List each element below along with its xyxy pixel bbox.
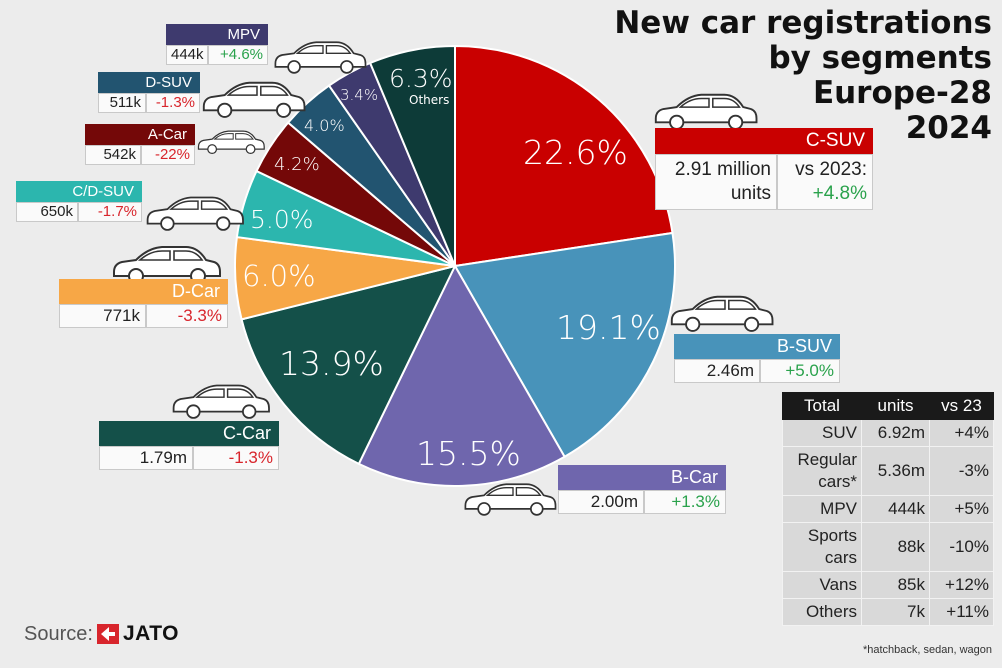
source-label: Source: [24, 622, 93, 645]
pie-slice-b-car [357, 263, 566, 487]
pct-label-c-suv: 22.6% [523, 133, 628, 172]
car-icon-b-suv [670, 295, 774, 332]
totals-table: Total units vs 23 SUV 6.92m +4% Regular ca… [782, 392, 995, 626]
car-icon-d-suv [202, 81, 306, 118]
legend-a-car-change: -22% [141, 145, 195, 165]
table-row: Others 7k +11% [782, 598, 995, 626]
pct-label-b-suv: 19.1% [556, 308, 661, 347]
others-label: Others [409, 93, 450, 107]
footnote: *hatchback, sedan, wagon [862, 644, 992, 656]
legend-c-car: C-Car 1.79m -1.3% [99, 421, 279, 470]
pct-label-d-suv: 4.0% [304, 116, 345, 135]
totals-header-change: vs 23 [928, 392, 995, 420]
legend-mpv-units: 444k [166, 45, 208, 65]
table-row: Sports cars 88k -10% [782, 522, 995, 572]
pct-label-cd-suv: 5.0% [250, 205, 314, 234]
pct-label-b-car: 15.5% [416, 434, 521, 473]
legend-mpv-change: +4.6% [208, 45, 268, 65]
pct-label-mpv: 3.4% [340, 86, 379, 104]
legend-b-car: B-Car 2.00m +1.3% [558, 465, 726, 514]
car-icon-a-car [197, 130, 265, 155]
legend-a-car-name: A-Car [85, 124, 195, 145]
pct-label-others: 6.3% [389, 64, 453, 93]
pie-slice-others [368, 44, 456, 267]
table-row: Vans 85k +12% [782, 571, 995, 599]
car-icon-b-car [464, 483, 557, 516]
legend-cd-suv-change: -1.7% [78, 202, 142, 222]
legend-c-car-change: -1.3% [193, 446, 279, 470]
car-icon-d-car [113, 246, 221, 284]
legend-b-car-units: 2.00m [558, 490, 644, 514]
legend-mpv: MPV 444k +4.6% [166, 24, 268, 65]
legend-c-car-name: C-Car [99, 421, 279, 446]
legend-d-car-name: D-Car [59, 279, 228, 304]
table-row: Regular cars* 5.36m -3% [782, 446, 995, 496]
legend-cd-suv-units: 650k [16, 202, 78, 222]
legend-b-suv-units: 2.46m [674, 359, 760, 383]
chart-title: New car registrations by segments Europe… [572, 6, 992, 146]
jato-logo-icon [96, 624, 119, 644]
title-line-2: by segments [768, 40, 992, 76]
legend-b-car-change: +1.3% [644, 490, 726, 514]
legend-c-suv-units: 2.91 million units [655, 154, 777, 210]
legend-d-suv: D-SUV 511k -1.3% [98, 72, 200, 113]
legend-mpv-name: MPV [166, 24, 268, 45]
table-row: MPV 444k +5% [782, 495, 995, 523]
totals-header-total: Total [782, 392, 862, 420]
legend-cd-suv-name: C/D-SUV [16, 181, 142, 202]
legend-d-suv-change: -1.3% [146, 93, 200, 113]
legend-a-car: A-Car 542k -22% [85, 124, 195, 165]
pct-label-a-car: 4.2% [274, 154, 320, 175]
legend-b-car-name: B-Car [558, 465, 726, 490]
legend-a-car-units: 542k [85, 145, 141, 165]
pie-slice-c-car [240, 264, 457, 466]
pie-slice-b-suv [453, 231, 676, 459]
legend-d-suv-name: D-SUV [98, 72, 200, 93]
title-line-1: New car registrations [614, 5, 992, 41]
table-row: SUV 6.92m +4% [782, 419, 995, 447]
pct-label-c-car: 13.9% [279, 344, 384, 383]
car-icon-c-car [172, 384, 270, 419]
legend-b-suv-change: +5.0% [760, 359, 840, 383]
legend-c-suv-name: C-SUV [655, 128, 873, 154]
legend-cd-suv: C/D-SUV 650k -1.7% [16, 181, 142, 222]
car-icon-cd-suv [146, 196, 244, 231]
legend-d-car-change: -3.3% [146, 304, 228, 328]
legend-c-car-units: 1.79m [99, 446, 193, 470]
legend-b-suv-name: B-SUV [674, 334, 840, 359]
legend-b-suv: B-SUV 2.46m +5.0% [674, 334, 840, 383]
legend-d-car-units: 771k [59, 304, 146, 328]
legend-c-suv: C-SUV 2.91 million units vs 2023: +4.8% [655, 128, 873, 210]
legend-d-suv-units: 511k [98, 93, 146, 113]
source-brand: JATO [122, 622, 180, 645]
totals-header-units: units [861, 392, 930, 420]
legend-d-car: D-Car 771k -3.3% [59, 279, 228, 328]
title-line-4: 2024 [905, 110, 992, 146]
pct-label-d-car: 6.0% [242, 259, 316, 293]
legend-c-suv-change: vs 2023: +4.8% [777, 154, 873, 210]
totals-header-row: Total units vs 23 [782, 392, 995, 420]
source: Source: JATO [24, 622, 179, 646]
title-line-3: Europe-28 [812, 75, 992, 111]
car-icon-mpv [274, 41, 367, 74]
